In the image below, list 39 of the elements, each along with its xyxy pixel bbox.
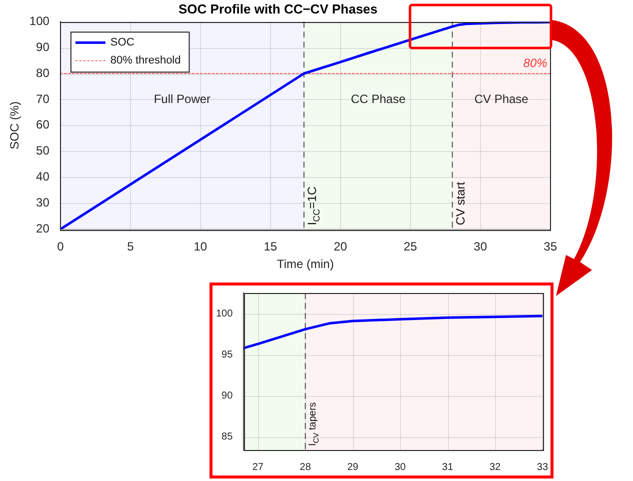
x-tick-label: 25 — [404, 240, 418, 254]
y-tick-label: 95 — [222, 349, 234, 360]
y-tick-label: 85 — [222, 432, 234, 443]
x-tick-label: 32 — [489, 462, 502, 473]
x-tick-label: 27 — [252, 462, 264, 473]
legend-label: 80% threshold — [110, 54, 181, 67]
x-tick-label: 20 — [334, 240, 348, 254]
band-label: Full Power — [154, 92, 211, 106]
x-tick-label: 30 — [394, 462, 406, 473]
y-tick-label: 90 — [222, 390, 234, 402]
chart-title: SOC Profile with CC−CV Phases — [178, 1, 378, 16]
band-label: CC Phase — [350, 92, 406, 106]
x-tick-label: 31 — [442, 462, 454, 473]
x-tick-label: 35 — [544, 240, 558, 254]
x-tick-label: 33 — [536, 462, 548, 473]
x-axis-title: Time (min) — [276, 257, 334, 272]
y-axis-title: SOC (%) — [8, 101, 22, 150]
x-tick-label: 10 — [194, 240, 208, 254]
y-tick-label: 40 — [36, 170, 50, 184]
x-tick-label: 29 — [347, 462, 359, 473]
x-tick-label: 0 — [57, 240, 64, 254]
x-tick-label: 5 — [127, 240, 134, 254]
y-tick-label: 80 — [36, 66, 50, 80]
y-tick-label: 100 — [29, 14, 50, 28]
ref-line-label: CV start — [453, 181, 468, 226]
x-tick-label: 30 — [474, 240, 488, 254]
y-tick-label: 50 — [36, 144, 50, 158]
y-tick-label: 60 — [36, 118, 50, 132]
legend-label: SOC — [110, 36, 134, 49]
annotation: ICC=1C — [304, 186, 322, 226]
y-tick-label: 20 — [36, 222, 50, 236]
annotation: 80% — [523, 56, 548, 70]
band-label: CV Phase — [474, 92, 529, 106]
y-tick-label: 100 — [216, 308, 234, 320]
y-tick-label: 90 — [36, 40, 50, 54]
x-tick-label: 15 — [264, 240, 278, 254]
y-tick-label: 30 — [36, 196, 50, 210]
y-tick-label: 70 — [36, 92, 50, 106]
x-tick-label: 28 — [300, 462, 312, 473]
